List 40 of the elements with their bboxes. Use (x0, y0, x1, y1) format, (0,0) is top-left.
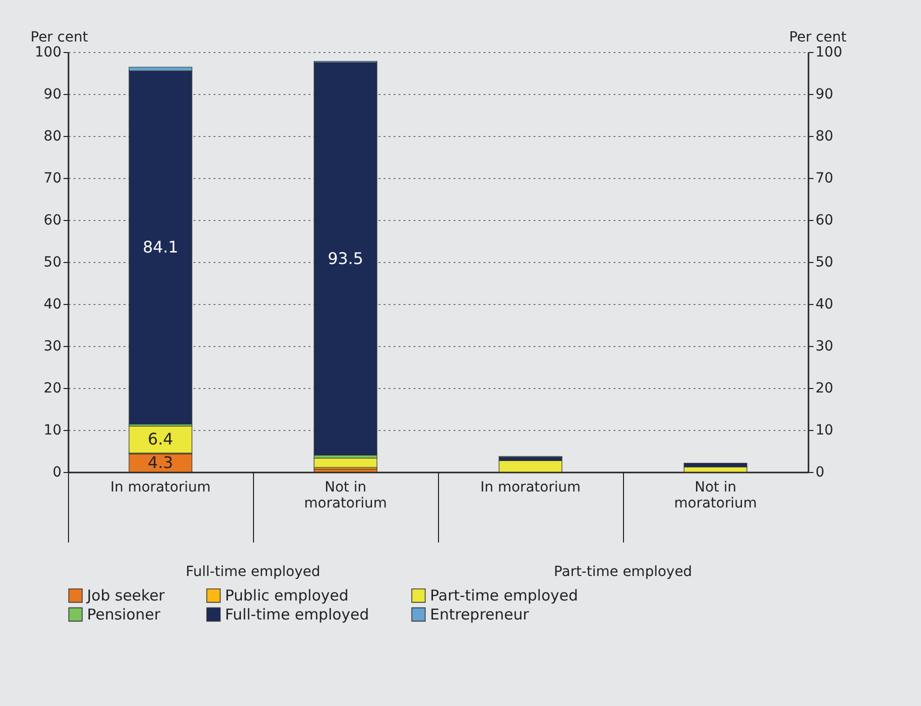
y2-tick-label: 80 (816, 128, 834, 144)
legend-label: Job seeker (86, 586, 166, 605)
y2-tick-label: 90 (816, 86, 834, 102)
y-tick-label: 70 (44, 170, 62, 186)
y2-tick-label: 0 (816, 464, 824, 480)
y-tick-label: 60 (44, 212, 62, 228)
y-tick-label: 0 (52, 464, 62, 480)
y-tick-label: 20 (44, 380, 62, 396)
y2-tick-label: 60 (816, 212, 834, 228)
legend-label: Full-time employed (225, 606, 370, 624)
y-tick-label: 90 (44, 86, 62, 102)
y-tick-label: 30 (44, 338, 62, 354)
text: Full-time employed (186, 564, 320, 580)
x-tick-label: Not in moratorium (304, 480, 387, 512)
x-tick-label: Not in moratorium (674, 480, 757, 512)
y-tick-label: 100 (34, 44, 62, 60)
data-label: 93.5 (328, 248, 364, 268)
y2-tick-label: 70 (816, 170, 834, 186)
data-label: 6.4 (148, 430, 174, 449)
y2-tick-label: 50 (816, 254, 834, 270)
legend-label: Entrepreneur (430, 606, 530, 624)
y2-tick-label: 100 (816, 44, 842, 60)
y2-tick-label: 20 (816, 380, 834, 396)
y-tick-label: 80 (44, 128, 62, 144)
x-tick-label: In moratorium (480, 480, 581, 496)
y2-axis-title: Per cent (789, 30, 848, 46)
y2-tick-label: 30 (816, 338, 834, 354)
y2-tick-label: 40 (816, 296, 834, 312)
y2-tick-label: 10 (816, 422, 834, 438)
data-label: 84.1 (142, 238, 178, 257)
x-tick-label: In moratorium (110, 480, 211, 496)
data-label: 4.3 (148, 452, 174, 472)
y-axis-title: Per cent (30, 30, 88, 46)
legend-label: Public employed (225, 586, 348, 605)
legend-label: Pensioner (87, 606, 162, 624)
y-tick-label: 40 (44, 296, 62, 312)
legend-label: Part-time employed (430, 586, 578, 605)
y-tick-label: 50 (44, 254, 62, 270)
text: Part-time employed (554, 564, 692, 580)
y-tick-label: 10 (44, 422, 62, 438)
